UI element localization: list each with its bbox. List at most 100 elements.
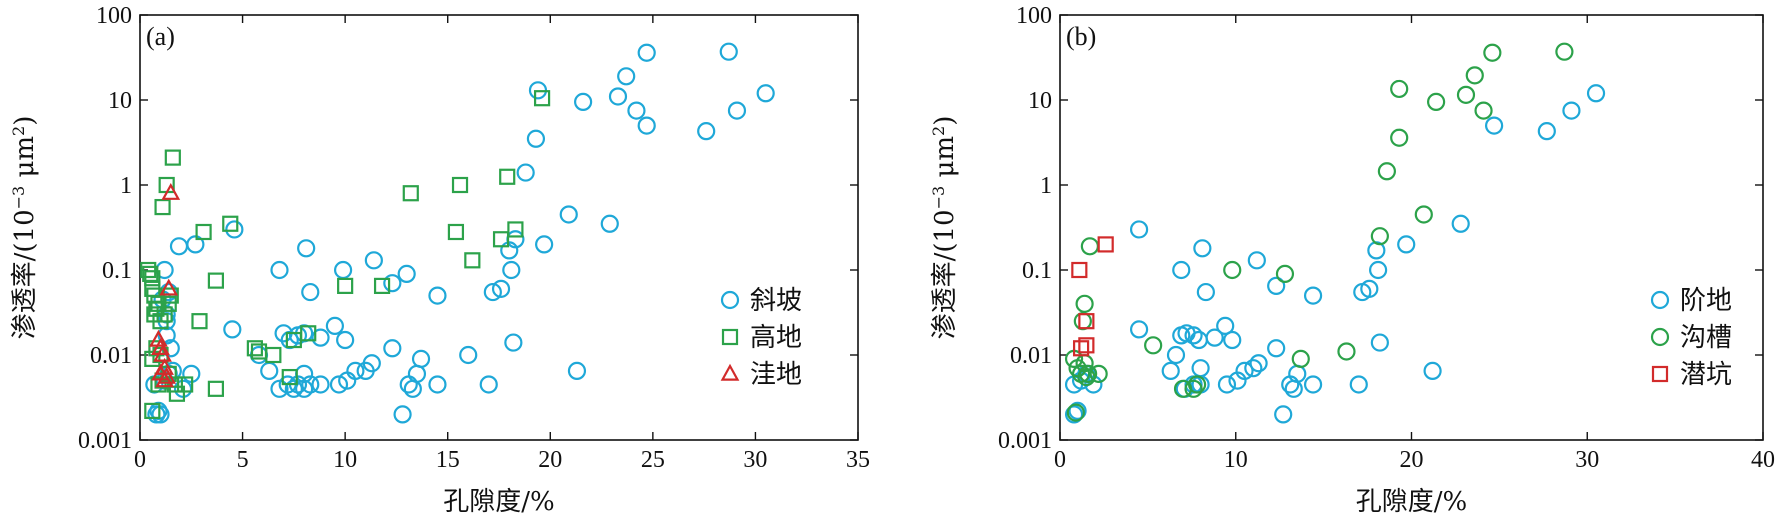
- data-point: [407, 364, 427, 383]
- y-axis-title-unit-a: μm: [10, 136, 40, 186]
- legend-marker: [720, 290, 740, 310]
- y-tick-label: 0.01: [90, 343, 132, 369]
- legend-marker: [1650, 327, 1670, 347]
- legend-label: 斜坡: [750, 286, 802, 316]
- data-point: [150, 376, 167, 393]
- series-3-points: [1071, 236, 1114, 357]
- data-point: [1303, 286, 1323, 305]
- y-axis-title-b: 渗透率/(10−3 μm2): [929, 116, 960, 340]
- data-point: [727, 101, 747, 120]
- data-point: [1390, 79, 1409, 99]
- y-axis-title-main-b: 渗透率/(10: [930, 209, 960, 339]
- data-point: [393, 405, 412, 424]
- data-point: [697, 122, 716, 141]
- data-point: [1080, 237, 1099, 256]
- data-point: [1370, 333, 1389, 352]
- x-tick-label: 0: [134, 447, 146, 473]
- panel-label-a: (a): [146, 22, 175, 51]
- data-point: [1193, 239, 1212, 258]
- data-point: [1369, 260, 1388, 280]
- y-tick-label: 10: [1028, 88, 1052, 114]
- data-point: [144, 270, 161, 287]
- data-point: [1184, 379, 1203, 398]
- data-point: [1370, 227, 1389, 246]
- data-point: [1562, 101, 1581, 120]
- x-tick-label: 15: [436, 447, 460, 473]
- data-point: [403, 379, 422, 398]
- data-point: [166, 376, 183, 393]
- data-point: [502, 260, 521, 280]
- y-tick-label: 100: [96, 3, 132, 29]
- data-point: [153, 344, 172, 362]
- y-axis-title-exp-b: −3: [929, 186, 948, 210]
- data-point: [1184, 326, 1203, 345]
- data-point: [1537, 122, 1556, 141]
- axis-ticks-b: 0 10 20 30 40 0.001 0.01 0.1 1 10 100: [998, 3, 1775, 473]
- data-point: [383, 274, 402, 293]
- data-point: [1196, 282, 1215, 302]
- data-point: [1166, 345, 1186, 365]
- legend-marker: [1651, 365, 1669, 383]
- series-2-points: [140, 90, 551, 419]
- y-axis-title-unit-exp-a: 2: [9, 126, 28, 136]
- legend-marker: [720, 363, 740, 381]
- data-point: [1303, 375, 1323, 394]
- data-point: [1349, 375, 1368, 394]
- data-point: [260, 361, 279, 381]
- x-tick-label: 30: [743, 447, 767, 473]
- y-axis-title-close-b: ): [930, 116, 960, 126]
- data-point: [156, 306, 173, 323]
- data-point: [177, 376, 194, 393]
- data-point: [1483, 43, 1502, 62]
- data-point: [301, 282, 320, 302]
- data-point: [1555, 42, 1574, 61]
- data-point: [144, 402, 161, 419]
- data-point: [1064, 405, 1084, 424]
- data-point: [300, 325, 317, 342]
- data-point: [1079, 364, 1098, 383]
- data-point: [148, 300, 165, 317]
- data-point: [325, 316, 344, 335]
- data-point: [491, 279, 511, 298]
- data-point: [151, 405, 170, 424]
- data-point: [507, 221, 524, 238]
- data-point: [1068, 401, 1087, 420]
- series-3-points: [149, 182, 181, 388]
- data-point: [333, 260, 353, 280]
- data-point: [207, 380, 225, 397]
- data-point: [1474, 101, 1493, 120]
- data-point: [225, 220, 244, 239]
- data-point: [164, 149, 181, 166]
- data-point: [1217, 375, 1237, 394]
- data-point: [222, 215, 239, 232]
- y-axis-title-unit-exp-b: 2: [929, 126, 948, 136]
- y-axis-title-close-a: ): [10, 116, 40, 126]
- data-point: [428, 286, 447, 305]
- data-point: [1144, 336, 1163, 355]
- data-point: [1071, 261, 1088, 279]
- data-point: [168, 385, 186, 402]
- data-point: [411, 349, 431, 368]
- data-point: [362, 354, 381, 373]
- data-point: [1078, 313, 1095, 330]
- data-point: [1465, 66, 1484, 85]
- data-point: [160, 295, 177, 312]
- series-2-points: [1064, 42, 1574, 422]
- data-point: [311, 328, 330, 347]
- data-point: [1247, 251, 1266, 270]
- data-point: [155, 370, 174, 388]
- data-point: [169, 237, 189, 256]
- legend-label: 高地: [750, 323, 802, 353]
- data-point: [756, 84, 775, 103]
- data-point: [1586, 84, 1606, 103]
- data-point: [1337, 342, 1356, 361]
- y-tick-label: 100: [1016, 3, 1052, 29]
- data-point: [499, 168, 516, 185]
- data-point: [1129, 320, 1149, 339]
- data-point: [1097, 236, 1114, 253]
- data-point: [151, 337, 170, 355]
- data-point: [346, 361, 365, 381]
- data-point: [574, 92, 593, 111]
- data-point: [1191, 359, 1210, 378]
- data-point: [1377, 162, 1396, 181]
